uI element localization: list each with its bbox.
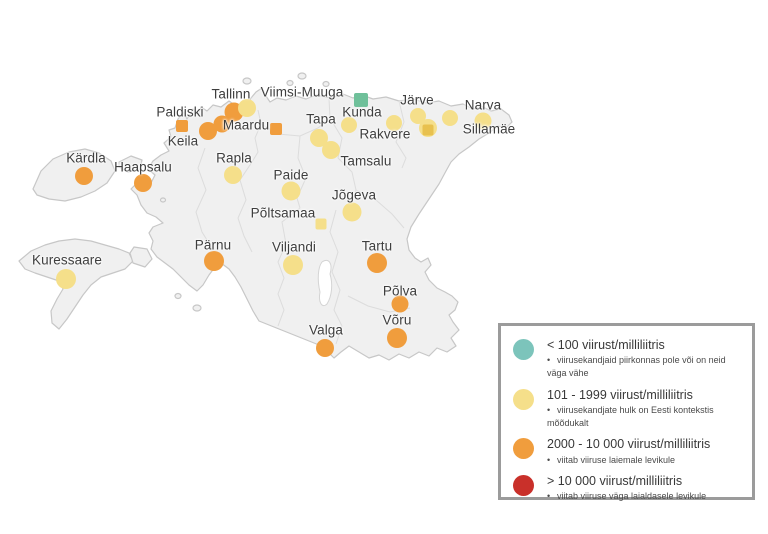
label-tallinn: Tallinn xyxy=(211,86,251,102)
marker-paldiski[interactable] xyxy=(176,120,188,132)
legend-swatch-high xyxy=(513,438,534,460)
label-tapa: Tapa xyxy=(306,111,336,127)
island-hiiumaa xyxy=(32,148,116,202)
label-parnu: Pärnu xyxy=(194,237,232,253)
legend-item-desc: • viitab viiruse laiemale levikule xyxy=(547,454,744,467)
label-valga: Valga xyxy=(308,322,344,338)
legend-item-desc-text: viitab viiruse väga laialdasele levikule xyxy=(557,491,707,502)
label-jarve: Järve xyxy=(400,92,434,108)
legend-item-desc: • viitab viiruse väga laialdasele levikul… xyxy=(547,490,744,503)
marker-valga[interactable] xyxy=(316,339,334,357)
marker-jogeva[interactable] xyxy=(342,202,362,222)
label-sillamae: Sillamäe xyxy=(462,121,516,137)
legend-item-title: 2000 - 10 000 viirust/milliliitris xyxy=(547,437,711,452)
marker-kunda[interactable] xyxy=(341,117,357,133)
label-paldiski: Paldiski xyxy=(156,104,204,120)
marker-rapla[interactable] xyxy=(224,166,242,184)
islet xyxy=(322,80,330,88)
legend-item-title: 101 - 1999 viirust/milliliitris xyxy=(547,387,693,402)
legend-swatch-very_high xyxy=(513,475,534,497)
islet xyxy=(159,197,167,203)
label-haapsalu: Haapsalu xyxy=(114,159,172,175)
label-kunda: Kunda xyxy=(342,104,382,120)
legend-text: < 100 viirust/milliliitris • viirusekandja… xyxy=(547,338,744,380)
legend-panel: < 100 viirust/milliliitris • viirusekandja… xyxy=(498,323,755,503)
legend-swatch-low xyxy=(513,339,534,360)
legend-item-desc-text: viitab viiruse laiemale levikule xyxy=(557,454,676,465)
islet xyxy=(174,292,182,300)
label-voru: Võru xyxy=(382,312,412,328)
label-poltsamaa: Põltsamaa xyxy=(250,205,316,221)
legend-item-desc: • viirusekandjaid piirkonnas pole või on … xyxy=(547,354,744,379)
islet xyxy=(192,304,202,312)
legend-item-high: 2000 - 10 000 viirust/milliliitris • viita… xyxy=(512,437,744,466)
label-polva: Põlva xyxy=(382,283,418,299)
legend-item-desc: • viirusekandjate hulk on Eesti konteksti… xyxy=(547,404,744,429)
label-rakvere: Rakvere xyxy=(359,126,411,142)
label-maardu: Maardu xyxy=(222,117,270,133)
legend-text: 101 - 1999 viirust/milliliitris • viirusek… xyxy=(547,388,744,430)
marker-viimsi-muuga[interactable] xyxy=(354,93,368,107)
marker-maardu[interactable] xyxy=(270,123,282,135)
lake-vortsjarv xyxy=(317,259,333,307)
bullet-icon: • xyxy=(547,491,551,502)
label-tamsalu: Tamsalu xyxy=(340,153,392,169)
marker-unlabeled-1[interactable] xyxy=(213,115,231,133)
island-vormsi xyxy=(118,155,143,173)
legend-item-moderate: 101 - 1999 viirust/milliliitris • viirusek… xyxy=(512,388,744,430)
label-tartu: Tartu xyxy=(361,238,393,254)
island-muhu xyxy=(129,246,153,268)
marker-haapsalu[interactable] xyxy=(134,174,152,192)
marker-kardla[interactable] xyxy=(75,167,93,185)
legend-text: 2000 - 10 000 viirust/milliliitris • viita… xyxy=(547,437,744,466)
marker-parnu[interactable] xyxy=(204,251,224,271)
islet xyxy=(242,77,252,85)
marker-tartu[interactable] xyxy=(367,253,387,273)
label-rapla: Rapla xyxy=(216,150,252,166)
label-viljandi: Viljandi xyxy=(271,239,317,255)
marker-polva[interactable] xyxy=(391,295,409,313)
bullet-icon: • xyxy=(547,404,551,415)
marker-narva[interactable] xyxy=(474,112,492,130)
marker-paide[interactable] xyxy=(281,181,301,201)
marker-unlabeled-2[interactable] xyxy=(238,99,256,117)
legend-item-desc-text: viirusekandjate hulk on Eesti kontekstis… xyxy=(547,404,714,428)
label-kuressaare: Kuressaare xyxy=(31,252,103,268)
marker-poltsamaa[interactable] xyxy=(315,218,327,230)
legend-item-very_high: > 10 000 viirust/milliliitris • viitab vii… xyxy=(512,474,744,503)
marker-viljandi[interactable] xyxy=(283,255,303,275)
label-jogeva: Jõgeva xyxy=(331,187,377,203)
marker-keila[interactable] xyxy=(199,122,217,140)
marker-kuressaare[interactable] xyxy=(56,269,76,289)
legend-item-title: < 100 viirust/milliliitris xyxy=(547,338,665,352)
marker-tamsalu[interactable] xyxy=(322,141,340,159)
label-kardla: Kärdla xyxy=(66,150,106,166)
marker-tapa[interactable] xyxy=(310,129,328,147)
marker-voru[interactable] xyxy=(387,328,407,348)
bullet-icon: • xyxy=(547,454,551,465)
marker-rakvere[interactable] xyxy=(386,115,402,131)
label-keila: Keila xyxy=(167,133,199,149)
label-viimsi-muuga: Viimsi-Muuga xyxy=(260,84,344,100)
label-narva: Narva xyxy=(464,97,502,113)
legend-text: > 10 000 viirust/milliliitris • viitab vii… xyxy=(547,474,744,503)
islet xyxy=(286,79,294,87)
bullet-icon: • xyxy=(547,355,551,366)
legend-swatch-moderate xyxy=(513,388,534,410)
islet xyxy=(297,72,307,80)
legend-item-desc-text: viirusekandjaid piirkonnas pole või on n… xyxy=(547,355,726,378)
label-paide: Paide xyxy=(273,167,309,183)
marker-sillamae[interactable] xyxy=(442,110,458,126)
legend-item-title: > 10 000 viirust/milliliitris xyxy=(547,474,683,489)
marker-unlabeled-4[interactable] xyxy=(422,124,434,136)
legend-item-low: < 100 viirust/milliliitris • viirusekandja… xyxy=(512,338,744,380)
